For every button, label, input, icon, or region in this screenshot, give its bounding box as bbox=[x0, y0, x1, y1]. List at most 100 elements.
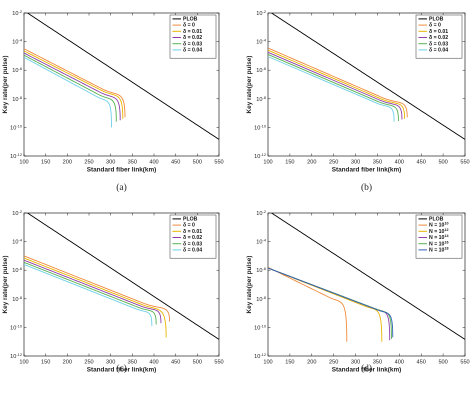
legend-entry: δ = 0 bbox=[183, 223, 195, 229]
x-tick-label: 300 bbox=[351, 160, 360, 166]
plot-area bbox=[268, 13, 465, 140]
legend-entry: PLOB bbox=[429, 217, 444, 223]
y-tick-label: 10-4 bbox=[12, 237, 23, 246]
x-tick-label: 350 bbox=[128, 160, 137, 166]
panel-caption: (a) bbox=[116, 182, 127, 193]
plob-line bbox=[270, 13, 465, 140]
chart-panel-a: 100 150 200 250 300 350 400 450 500 550 10-12 10-10… bbox=[2, 9, 224, 194]
legend-entry: δ = 0.02 bbox=[429, 35, 448, 41]
x-tick-label: 450 bbox=[417, 360, 426, 366]
legend-entry: N = 1010 bbox=[429, 222, 448, 229]
series-line-4 bbox=[24, 261, 157, 325]
x-tick-label: 550 bbox=[460, 160, 469, 166]
x-tick-label: 450 bbox=[171, 360, 180, 366]
series-line-5 bbox=[24, 56, 112, 128]
y-tick-label: 10-6 bbox=[12, 66, 22, 75]
y-tick-label: 10-2 bbox=[256, 209, 266, 218]
y-tick-label: 10-2 bbox=[256, 9, 266, 18]
x-tick-label: 350 bbox=[128, 360, 137, 366]
series-line-3 bbox=[24, 52, 121, 121]
legend-entry: N = 1016 bbox=[429, 240, 448, 247]
x-tick-label: 350 bbox=[373, 160, 382, 166]
legend-entry: δ = 0.01 bbox=[183, 29, 202, 35]
legend-entry: δ = 0.01 bbox=[429, 29, 448, 35]
plob-line bbox=[26, 213, 219, 340]
x-tick-label: 250 bbox=[329, 160, 338, 166]
x-tick-label: 400 bbox=[395, 160, 404, 166]
x-tick-label: 200 bbox=[63, 360, 72, 366]
series-line-5 bbox=[24, 264, 153, 326]
x-tick-label: 250 bbox=[84, 160, 93, 166]
legend-entry: δ = 0.04 bbox=[183, 48, 202, 54]
y-tick-label: 10-12 bbox=[254, 152, 266, 161]
y-tick-label: 10-2 bbox=[12, 209, 22, 218]
series-line-2 bbox=[24, 50, 124, 119]
series-line-1 bbox=[24, 48, 126, 118]
y-tick-label: 10-6 bbox=[256, 66, 266, 75]
x-tick-label: 150 bbox=[285, 360, 294, 366]
legend-entry: δ = 0.02 bbox=[183, 235, 202, 241]
series-line-5 bbox=[268, 267, 394, 338]
x-tick-label: 450 bbox=[417, 160, 426, 166]
legend-entry: δ = 0.03 bbox=[429, 41, 448, 47]
series-line-2 bbox=[268, 49, 406, 119]
panel-caption: (b) bbox=[361, 182, 372, 193]
x-tick-label: 150 bbox=[41, 360, 50, 366]
chart-panel-c: 100 150 200 250 300 350 400 450 500 550 10-12 10-10… bbox=[2, 209, 224, 375]
x-tick-label: 200 bbox=[307, 160, 316, 166]
plob-line bbox=[270, 213, 465, 340]
x-tick-label: 250 bbox=[329, 360, 338, 366]
plot-area bbox=[268, 213, 465, 342]
x-tick-label: 500 bbox=[438, 160, 447, 166]
legend-box bbox=[415, 214, 463, 259]
y-tick-label: 10-10 bbox=[10, 323, 23, 332]
x-tick-label: 300 bbox=[351, 360, 360, 366]
series-line-5 bbox=[268, 56, 395, 122]
x-tick-label: 200 bbox=[63, 160, 72, 166]
y-tick-label: 10-4 bbox=[256, 37, 267, 46]
y-tick-label: 10-12 bbox=[10, 152, 22, 161]
x-tick-label: 150 bbox=[285, 160, 294, 166]
chart-panel-d: 100 150 200 250 300 350 400 450 500 550 10-12 10-10… bbox=[246, 209, 470, 375]
legend-entry: δ = 0.02 bbox=[183, 35, 202, 41]
y-axis-label: Key rate(per pulse) bbox=[2, 56, 9, 114]
legend-entry: δ = 0.03 bbox=[183, 41, 202, 47]
legend-entry: PLOB bbox=[183, 217, 198, 223]
y-tick-label: 10-8 bbox=[256, 294, 266, 303]
x-tick-label: 300 bbox=[106, 160, 115, 166]
x-tick-label: 500 bbox=[438, 360, 447, 366]
y-tick-label: 10-4 bbox=[256, 237, 267, 246]
legend-entry: PLOB bbox=[183, 17, 198, 23]
y-tick-label: 10-6 bbox=[256, 266, 266, 275]
x-tick-label: 200 bbox=[307, 360, 316, 366]
x-tick-label: 550 bbox=[214, 160, 223, 166]
x-axis-label: Standard fiber link(km) bbox=[87, 367, 157, 374]
legend-box bbox=[169, 14, 217, 59]
panel-caption: (c) bbox=[116, 363, 127, 374]
x-tick-label: 150 bbox=[41, 160, 50, 166]
y-tick-label: 10-10 bbox=[254, 123, 267, 132]
legend-box bbox=[415, 14, 463, 59]
legend-entry: δ = 0.03 bbox=[183, 241, 202, 247]
legend-entry: δ = 0.04 bbox=[183, 248, 202, 254]
series-line-1 bbox=[268, 266, 348, 342]
y-axis-label: Key rate(per pulse) bbox=[2, 256, 9, 314]
x-tick-label: 400 bbox=[149, 360, 158, 366]
y-tick-label: 10-2 bbox=[12, 9, 22, 18]
y-tick-label: 10-10 bbox=[10, 123, 23, 132]
legend-entry: δ = 0.01 bbox=[183, 229, 202, 235]
x-tick-label: 550 bbox=[460, 360, 469, 366]
x-tick-label: 100 bbox=[263, 360, 272, 366]
x-tick-label: 500 bbox=[193, 360, 202, 366]
plot-area bbox=[24, 213, 219, 340]
legend-entry: PLOB bbox=[429, 17, 444, 23]
panel-caption: (d) bbox=[361, 363, 372, 374]
x-tick-label: 400 bbox=[395, 360, 404, 366]
series-line-3 bbox=[24, 259, 162, 324]
y-tick-label: 10-6 bbox=[12, 266, 22, 275]
x-tick-label: 100 bbox=[263, 160, 272, 166]
plob-line bbox=[26, 13, 219, 140]
